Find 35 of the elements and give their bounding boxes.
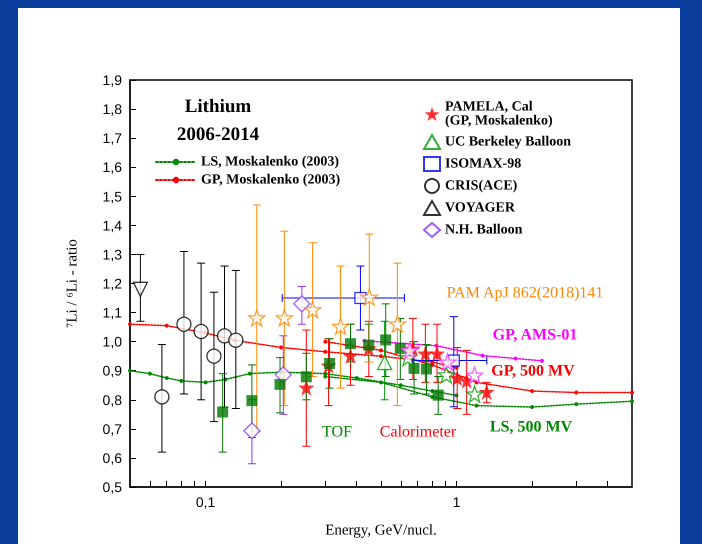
y-tick-label: 0,7 — [102, 420, 122, 437]
legend-label: GP, Moskalenko (2003) — [201, 172, 340, 188]
annotation: PAM ApJ 862(2018)141 — [446, 284, 604, 302]
annotation: Calorimeter — [380, 424, 457, 440]
legend-label: CRIS(ACE) — [445, 178, 518, 194]
y-tick-label: 1,3 — [102, 246, 122, 262]
y-tick-label: 1,0 — [102, 334, 122, 350]
annotation: TOF — [322, 424, 352, 440]
annotation: LS, 500 MV — [490, 418, 573, 436]
legend-label: UC Berkeley Balloon — [445, 134, 572, 150]
y-tick-label: 1,9 — [102, 72, 122, 88]
y-tick-label: 0,6 — [102, 450, 122, 466]
x-axis-title: Energy, GeV/nucl. — [325, 522, 437, 538]
y-tick-label: 1,7 — [102, 130, 122, 146]
y-tick-label: 1,4 — [102, 217, 122, 234]
y-axis-title: ⁷Li / ⁶Li - ratio — [64, 239, 80, 328]
legend-label: ISOMAX-98 — [445, 156, 522, 172]
legend-label: PAMELA, Cal (GP, Moskalenko) — [445, 100, 553, 128]
y-tick-label: 0,8 — [102, 392, 122, 408]
annotation: GP, 500 MV — [491, 362, 576, 380]
y-tick-label: 0,5 — [102, 479, 122, 495]
x-tick-label: 0,1 — [196, 494, 216, 510]
y-tick-label: 1,2 — [102, 276, 122, 292]
annotation: GP, AMS-01 — [492, 326, 578, 344]
y-tick-label: 1,1 — [102, 304, 122, 321]
legend-label: LS, Moskalenko (2003) — [201, 154, 340, 170]
text: Lithium — [184, 96, 252, 117]
y-tick-label: 1,8 — [102, 101, 122, 118]
x-tick-label: 1 — [452, 494, 461, 510]
legend-label: VOYAGER — [445, 200, 516, 216]
legend-label: N.H. Balloon — [445, 222, 523, 238]
y-tick-label: 0,9 — [102, 362, 122, 379]
text: 2006-2014 — [176, 124, 260, 145]
y-tick-label: 1,6 — [102, 159, 122, 176]
y-tick-label: 1,5 — [102, 188, 122, 204]
